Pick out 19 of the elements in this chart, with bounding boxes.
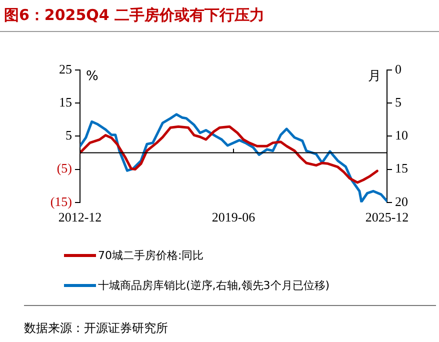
y-tick-label: (5): [56, 160, 72, 176]
chart-title: 图6：2025Q4 二手房价或有下行压力: [4, 6, 265, 25]
y2-tick-label: 0: [395, 61, 402, 76]
y-tick-label: (15): [50, 194, 72, 209]
x-tick-label: 2012-12: [58, 210, 102, 225]
legend-label: 70城二手房价格:同比: [98, 248, 204, 262]
x-tick-label: 2019-06: [212, 210, 256, 225]
y2-axis-title: 月: [368, 68, 381, 84]
x-tick-label: 2025-12: [365, 210, 409, 225]
y2-tick-label: 20: [395, 194, 408, 209]
y-tick-label: 5: [66, 128, 72, 143]
source-note: 数据来源：开源证券研究所: [24, 320, 168, 337]
y2-tick-label: 10: [395, 128, 408, 143]
y-tick-label: 25: [59, 61, 72, 76]
y-axis-title: %: [86, 68, 98, 84]
y2-tick-label: 15: [395, 160, 408, 176]
legend-label: 十城商品房库销比(逆序,右轴,领先3个月已位移): [98, 278, 330, 292]
y-tick-label: 15: [59, 94, 72, 110]
y2-tick-label: 5: [395, 94, 402, 110]
